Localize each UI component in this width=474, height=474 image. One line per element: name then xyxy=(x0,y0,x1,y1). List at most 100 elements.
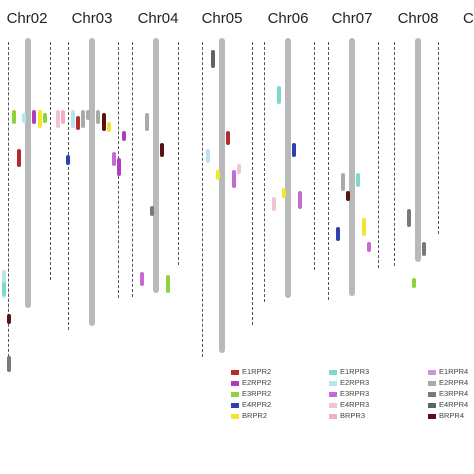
chromosome-bar xyxy=(415,38,421,262)
dashed-guide xyxy=(314,42,315,270)
legend-swatch-e1rpr4 xyxy=(428,370,436,375)
legend-swatch-e3rpr4 xyxy=(428,392,436,397)
gene-marker-brpr2 xyxy=(282,188,286,198)
gene-marker-e4rpr2 xyxy=(292,143,296,157)
gene-marker-e2rpr3 xyxy=(71,110,75,128)
legend-label-e2rpr3: E2RPR3 xyxy=(340,378,370,387)
legend-swatch-e2rpr2 xyxy=(231,381,239,386)
dashed-guide xyxy=(378,42,379,268)
chromosome-bar xyxy=(89,38,95,326)
gene-marker-brpr2 xyxy=(107,122,111,132)
gene-marker-brpr4 xyxy=(346,191,350,201)
gene-marker-brpr2 xyxy=(362,218,366,236)
gene-marker-e4rpr2 xyxy=(336,227,340,241)
gene-marker-brpr4 xyxy=(7,314,11,324)
legend-label-e3rpr3: E3RPR3 xyxy=(340,389,370,398)
gene-marker-e2rpr2 xyxy=(122,131,126,141)
gene-marker-e3rpr2 xyxy=(412,278,416,288)
chromosome-title-chr08: Chr08 xyxy=(397,10,439,27)
chromosome-bar xyxy=(25,38,31,308)
legend-label-brpr3: BRPR3 xyxy=(340,411,366,420)
gene-marker-e3rpr4 xyxy=(150,206,154,216)
gene-marker-e3rpr4 xyxy=(7,356,11,372)
legend-label-e1rpr3: E1RPR3 xyxy=(340,367,370,376)
gene-marker-e4rpr3 xyxy=(272,197,276,211)
gene-marker-e2rpr4 xyxy=(86,110,90,120)
legend-swatch-brpr2 xyxy=(231,414,239,419)
legend-swatch-e3rpr2 xyxy=(231,392,239,397)
gene-marker-e1rpr2 xyxy=(17,149,21,167)
gene-marker-e4rpr3 xyxy=(56,110,60,128)
gene-marker-e2rpr4 xyxy=(341,173,345,191)
dashed-guide xyxy=(264,42,265,302)
legend-swatch-e1rpr3 xyxy=(329,370,337,375)
legend-swatch-e3rpr3 xyxy=(329,392,337,397)
gene-marker-e3rpr2 xyxy=(166,275,170,293)
legend-label-e1rpr2: E1RPR2 xyxy=(242,367,272,376)
gene-marker-e2rpr4 xyxy=(81,110,85,128)
gene-marker-e4rpr2 xyxy=(66,155,70,165)
legend-label-brpr4: BRPR4 xyxy=(439,411,465,420)
gene-marker-e1rpr2 xyxy=(226,131,230,145)
dashed-guide xyxy=(438,42,439,234)
gene-marker-e3rpr2 xyxy=(12,110,16,124)
chromosome-title-chr07: Chr07 xyxy=(331,10,373,27)
gene-marker-brpr2 xyxy=(216,170,220,180)
gene-marker-e2rpr2 xyxy=(32,110,36,124)
gene-marker-e2rpr2 xyxy=(117,158,121,176)
gene-marker-e2rpr3 xyxy=(22,113,26,123)
dashed-guide xyxy=(394,42,395,266)
legend-label-e1rpr4: E1RPR4 xyxy=(439,367,469,376)
legend-swatch-e2rpr4 xyxy=(428,381,436,386)
gene-marker-e1rpr2 xyxy=(76,116,80,130)
gene-marker-brpr4 xyxy=(160,143,164,157)
gene-marker-brpr2 xyxy=(38,110,42,128)
legend-label-e4rpr3: E4RPR3 xyxy=(340,400,370,409)
chromosome-bar xyxy=(219,38,225,353)
legend-swatch-e2rpr3 xyxy=(329,381,337,386)
legend-label-e3rpr2: E3RPR2 xyxy=(242,389,272,398)
gene-marker-brpr3 xyxy=(61,110,65,124)
legend-swatch-brpr4 xyxy=(428,414,436,419)
dashed-guide xyxy=(68,42,69,330)
legend-swatch-e1rpr2 xyxy=(231,370,239,375)
chromosome-title-chr02: Chr02 xyxy=(6,10,48,27)
gene-marker-e3rpr4 xyxy=(422,242,426,256)
legend-label-e2rpr4: E2RPR4 xyxy=(439,378,469,387)
chromosome-bar xyxy=(285,38,291,298)
legend-label-e4rpr4: E4RPR4 xyxy=(439,400,469,409)
gene-marker-e1rpr3 xyxy=(356,173,360,187)
legend-swatch-brpr3 xyxy=(329,414,337,419)
dashed-guide xyxy=(178,42,179,265)
chromosome-bar xyxy=(153,38,159,293)
chromosome-title-chr05: Chr05 xyxy=(201,10,243,27)
legend-swatch-e4rpr2 xyxy=(231,403,239,408)
legend-label-e2rpr2: E2RPR2 xyxy=(242,378,272,387)
gene-marker-e3rpr3 xyxy=(298,191,302,209)
chromosome-title-chr04: Chr04 xyxy=(137,10,179,27)
gene-marker-e2rpr4 xyxy=(96,110,100,124)
legend-label-e4rpr2: E4RPR2 xyxy=(242,400,272,409)
gene-marker-e3rpr3 xyxy=(112,152,116,166)
dashed-guide xyxy=(132,42,133,297)
gene-marker-e2rpr4 xyxy=(145,113,149,131)
dashed-guide xyxy=(8,42,9,362)
gene-marker-e4rpr4 xyxy=(211,50,215,68)
chromosome-title-chr06: Chr06 xyxy=(267,10,309,27)
chromosome-bar xyxy=(349,38,355,296)
gene-marker-e2rpr3 xyxy=(206,149,210,163)
gene-marker-e3rpr3 xyxy=(232,170,236,188)
chromosome-title-chr03: Chr03 xyxy=(71,10,113,27)
gene-marker-brpr4 xyxy=(102,113,106,131)
gene-marker-e3rpr3 xyxy=(140,272,144,286)
gene-marker-e3rpr2 xyxy=(43,113,47,123)
legend-label-brpr2: BRPR2 xyxy=(242,411,268,420)
gene-marker-e4rpr3 xyxy=(237,164,241,174)
dashed-guide xyxy=(328,42,329,300)
chromosome-title-cl: Cl xyxy=(463,10,474,27)
gene-marker-e3rpr3 xyxy=(367,242,371,252)
dashed-guide xyxy=(252,42,253,325)
gene-marker-e1rpr3 xyxy=(277,86,281,104)
gene-marker-e3rpr4 xyxy=(407,209,411,227)
